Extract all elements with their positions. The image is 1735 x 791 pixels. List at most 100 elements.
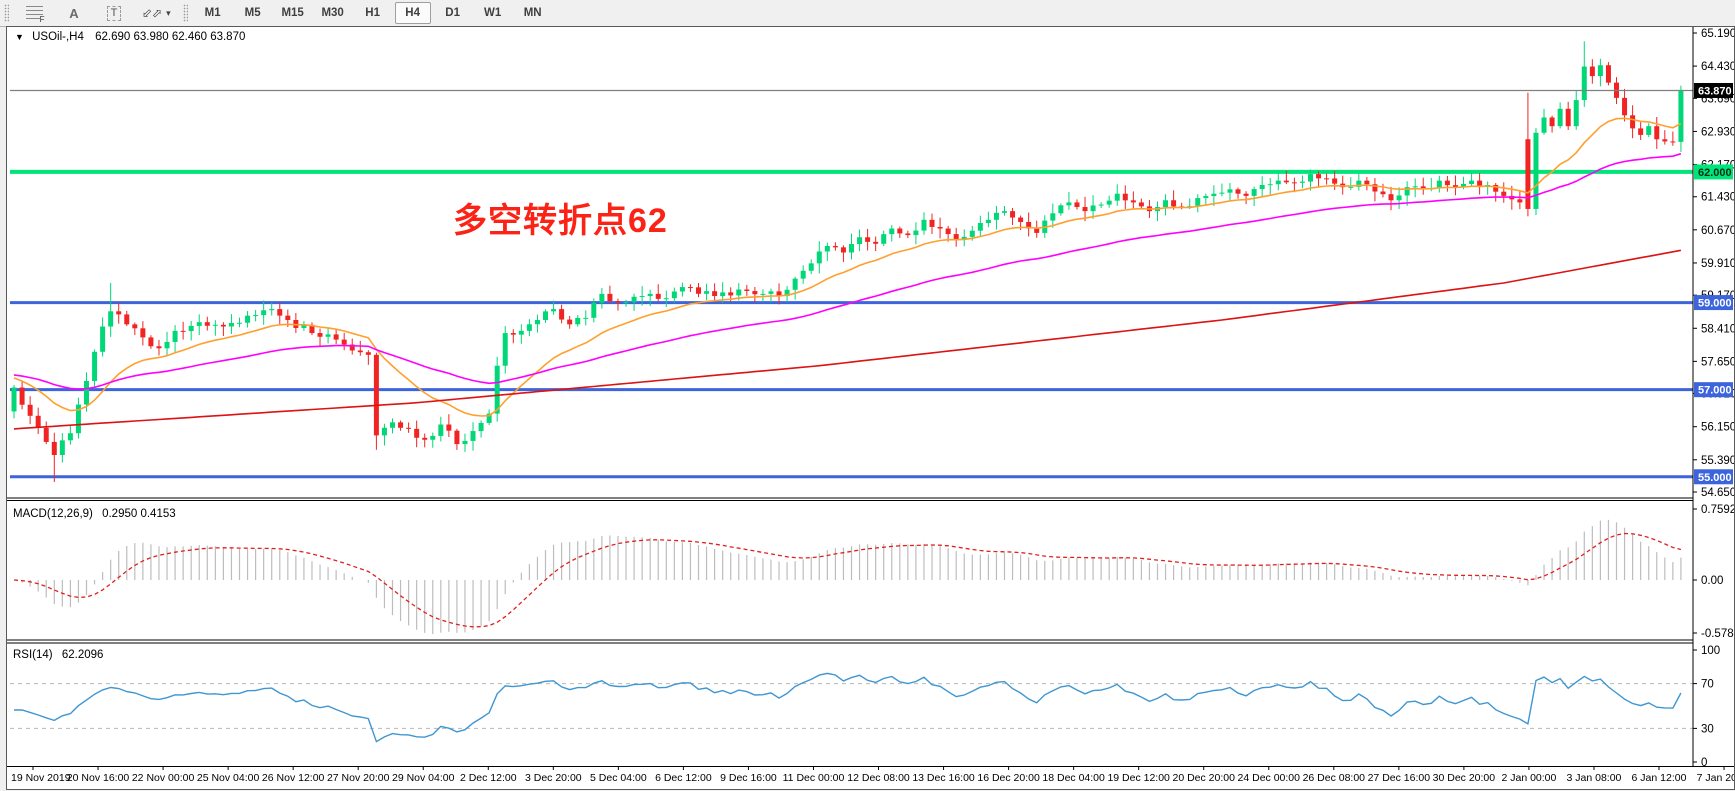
candle-body xyxy=(1662,139,1668,142)
candle-body xyxy=(575,317,581,325)
timeframe-m15-button[interactable]: M15 xyxy=(275,2,311,24)
fast-ma-line xyxy=(13,117,1682,417)
timeframe-m5-button[interactable]: M5 xyxy=(235,2,271,24)
candle-body xyxy=(1058,205,1064,214)
tool-fibonacci-grid-button[interactable]: F xyxy=(16,2,52,24)
candle-body xyxy=(712,291,718,297)
chart-canvas[interactable]: 65.19064.43063.69062.93062.17061.43060.6… xyxy=(7,27,1734,787)
mid-ma-line xyxy=(13,152,1682,390)
candle-body xyxy=(51,441,57,455)
candle-body xyxy=(75,404,81,434)
candle-body xyxy=(808,263,814,271)
candle-body xyxy=(1525,139,1531,209)
candle-body xyxy=(253,315,259,317)
timeframe-h4-button[interactable]: H4 xyxy=(394,2,431,24)
timeframe-m1-button[interactable]: M1 xyxy=(195,2,231,24)
indicator-tick-label: -0.5785 xyxy=(1701,628,1734,640)
timeframe-h1-button[interactable]: H1 xyxy=(355,2,391,24)
svg-text:57.000: 57.000 xyxy=(1698,385,1732,397)
candle-body xyxy=(172,330,178,342)
tool-text-label-button[interactable]: A xyxy=(56,2,92,24)
time-tick-label: 2 Jan 00:00 xyxy=(1501,772,1556,784)
time-tick-label: 19 Nov 2019 xyxy=(11,772,71,784)
slow-ma-line xyxy=(13,249,1682,430)
price-tick-label: 56.150 xyxy=(1701,422,1734,434)
candle-body xyxy=(1388,194,1394,201)
candle-body xyxy=(478,422,484,432)
price-tick-label: 55.390 xyxy=(1701,455,1734,467)
candle-body xyxy=(1396,195,1402,201)
candle-body xyxy=(1002,211,1007,213)
svg-text:63.870: 63.870 xyxy=(1698,85,1732,97)
candle-body xyxy=(599,293,605,303)
time-tick-label: 24 Dec 00:00 xyxy=(1238,772,1301,784)
time-tick-label: 27 Dec 16:00 xyxy=(1368,772,1431,784)
candle-body xyxy=(438,424,444,436)
timeframe-m30-button[interactable]: M30 xyxy=(315,2,351,24)
symbol-dropdown-caret-icon[interactable]: ▼ xyxy=(15,32,24,42)
tool-arrows-button[interactable]: ⬃⬀ ▾ xyxy=(136,2,177,24)
candle-body xyxy=(1477,180,1483,187)
candle-body xyxy=(1163,200,1169,208)
candle-body xyxy=(1420,186,1426,190)
candle-body xyxy=(156,346,162,349)
rsi-name: RSI(14) xyxy=(13,649,53,661)
candle-body xyxy=(768,291,774,294)
toolbar-grip[interactable] xyxy=(4,4,9,22)
candle-body xyxy=(422,437,428,440)
candle-body xyxy=(124,314,130,325)
candle-body xyxy=(92,351,98,381)
timeframe-mn-button[interactable]: MN xyxy=(515,2,551,24)
timeframe-d1-button[interactable]: D1 xyxy=(435,2,471,24)
svg-text:62.000: 62.000 xyxy=(1698,167,1732,179)
candle-body xyxy=(1324,178,1330,180)
price-badge-55.000: 55.000 xyxy=(1694,469,1733,485)
candle-body xyxy=(220,324,226,327)
candle-body xyxy=(1106,200,1112,205)
candle-body xyxy=(913,230,919,236)
toolbar-grip-2[interactable] xyxy=(182,4,188,22)
candle-body xyxy=(35,415,41,428)
candle-body xyxy=(1251,189,1257,196)
candle-body xyxy=(1074,202,1080,208)
candle-body xyxy=(631,296,637,303)
candle-body xyxy=(816,251,822,264)
candle-body xyxy=(1066,202,1072,206)
candle-body xyxy=(993,212,999,220)
macd-values: 0.2950 0.4153 xyxy=(102,508,176,520)
candle-body xyxy=(204,322,210,326)
candle-body xyxy=(261,310,267,316)
tool-text-box-button[interactable]: T xyxy=(96,2,132,24)
timeframe-w1-button[interactable]: W1 xyxy=(475,2,511,24)
candle-body xyxy=(180,330,186,332)
fibonacci-grid-icon: F xyxy=(25,6,45,24)
time-tick-label: 25 Nov 04:00 xyxy=(197,772,260,784)
candle-body xyxy=(1549,117,1555,127)
timeframe-label: M30 xyxy=(321,7,344,19)
candle-body xyxy=(502,333,508,366)
chevron-down-icon[interactable]: ▾ xyxy=(166,7,171,18)
candle-body xyxy=(510,333,516,335)
candle-body xyxy=(1243,193,1249,196)
candle-body xyxy=(1082,207,1088,212)
price-tick-label: 58.410 xyxy=(1701,323,1734,335)
candle-body xyxy=(1372,184,1378,192)
candle-body xyxy=(333,334,339,340)
candle-body xyxy=(905,233,911,236)
candle-body xyxy=(969,230,975,237)
candle-body xyxy=(1404,187,1410,196)
candle-body xyxy=(84,380,89,405)
macd-signal-line xyxy=(13,532,1682,628)
candle-body xyxy=(1597,65,1603,77)
candle-body xyxy=(1589,66,1595,77)
time-tick-label: 22 Nov 00:00 xyxy=(132,772,195,784)
candle-body xyxy=(792,278,798,290)
timeframe-label: M5 xyxy=(244,7,261,19)
candle-body xyxy=(317,333,323,337)
candle-body xyxy=(1267,184,1273,186)
candle-body xyxy=(1565,108,1571,127)
candle-body xyxy=(414,428,420,438)
candle-body xyxy=(728,292,734,296)
